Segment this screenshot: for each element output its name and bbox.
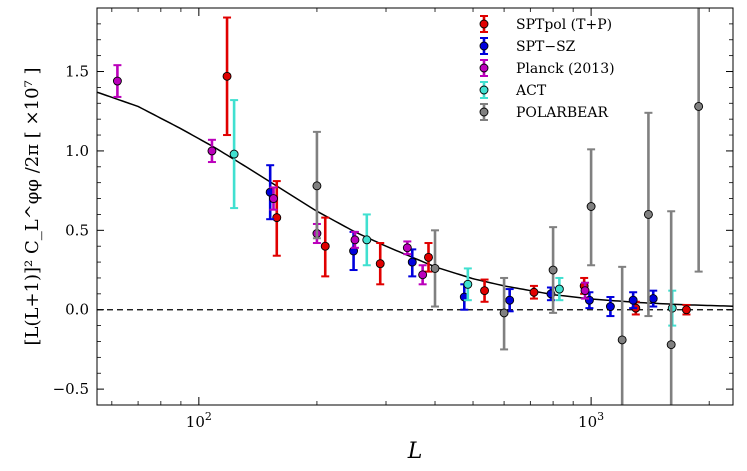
y-tick-label: 0.5 [65, 221, 89, 239]
data-marker [375, 259, 385, 269]
data-marker [617, 335, 627, 345]
data-point-spt-sz-8 [628, 291, 638, 310]
data-marker [681, 305, 691, 315]
data-point-planck-2013-7 [580, 281, 590, 300]
x-tick-label: 103 [578, 410, 604, 431]
data-marker [548, 265, 558, 275]
data-point-planck-2013-2 [269, 186, 278, 211]
data-marker [207, 146, 217, 156]
data-point-sptpol-t-p-1 [272, 180, 282, 257]
legend-label: Planck (2013) [516, 61, 615, 77]
data-point-sptpol-t-p-0 [222, 16, 232, 137]
data-marker [499, 308, 509, 318]
data-marker [229, 149, 239, 159]
legend-label: SPT−SZ [516, 39, 576, 55]
data-point-spt-sz-2 [407, 248, 417, 278]
data-marker [480, 286, 490, 296]
data-marker [320, 241, 330, 251]
data-point-polarbear-4 [586, 148, 596, 267]
legend-label: POLARBEAR [516, 105, 608, 121]
data-point-polarbear-3 [548, 226, 558, 314]
x-axis-label: L [407, 439, 423, 464]
data-point-polarbear-0 [312, 130, 322, 240]
data-point-act-3 [554, 276, 564, 302]
data-marker [424, 252, 433, 262]
data-point-sptpol-t-p-4 [424, 242, 433, 273]
data-marker [580, 286, 590, 296]
data-point-polarbear-6 [643, 111, 653, 318]
data-point-planck-2013-4 [350, 230, 360, 249]
data-marker [222, 71, 232, 81]
data-marker [269, 194, 278, 204]
data-marker [666, 340, 676, 350]
data-point-polarbear-1 [430, 229, 440, 308]
data-marker [648, 294, 658, 304]
data-point-act-1 [362, 213, 372, 267]
data-point-sptpol-t-p-5 [480, 278, 490, 303]
data-marker [418, 270, 428, 280]
data-marker [529, 287, 539, 297]
legend-marker [479, 63, 489, 73]
data-point-polarbear-5 [617, 265, 627, 405]
data-point-polarbear-7 [666, 210, 676, 405]
data-point-planck-2013-6 [418, 264, 428, 286]
data-marker [312, 181, 322, 191]
data-marker [362, 235, 372, 245]
theory-curve [97, 91, 733, 307]
data-marker [112, 76, 122, 86]
legend-marker [479, 19, 489, 29]
legend: SPTpol (T+P) SPT−SZ Planck (2013) ACT POLARB… [479, 15, 615, 121]
legend-label: ACT [515, 83, 547, 99]
data-point-spt-sz-9 [648, 289, 658, 308]
data-point-sptpol-t-p-6 [529, 284, 539, 300]
data-marker [584, 295, 594, 305]
legend-marker [479, 85, 489, 95]
y-tick-label: 1.0 [65, 142, 89, 160]
data-point-planck-2013-0 [112, 64, 122, 98]
data-marker [505, 295, 515, 305]
legend-marker [479, 41, 489, 51]
data-marker [272, 213, 282, 223]
data-marker [554, 284, 564, 294]
y-tick-label: −0.5 [53, 380, 89, 398]
data-marker [694, 102, 704, 111]
data-marker [430, 263, 440, 273]
y-axis-label: [L(L+1)]² C_L^φφ /2π [ ×10⁷ ] [22, 68, 43, 346]
data-point-sptpol-t-p-9 [681, 303, 691, 316]
data-marker [628, 295, 638, 305]
data-point-act-2 [463, 267, 473, 302]
data-marker [586, 202, 596, 211]
plot-frame [96, 7, 734, 406]
y-tick-label: 1.5 [65, 63, 89, 81]
data-point-planck-2013-1 [207, 138, 217, 164]
data-point-act-0 [229, 99, 239, 210]
data-marker [402, 243, 412, 253]
data-point-spt-sz-4 [505, 288, 515, 313]
data-marker [350, 235, 360, 245]
data-layer [97, 8, 733, 405]
legend-marker [479, 107, 489, 117]
data-point-spt-sz-7 [605, 296, 615, 318]
y-tick-label: 0.0 [65, 301, 89, 319]
data-marker [643, 209, 653, 219]
data-point-planck-2013-5 [402, 240, 412, 256]
data-marker [605, 302, 615, 311]
x-tick-label: 102 [186, 410, 212, 431]
data-point-sptpol-t-p-3 [375, 242, 385, 286]
data-point-sptpol-t-p-2 [320, 216, 330, 278]
legend-label: SPTpol (T+P) [516, 17, 612, 33]
data-point-polarbear-2 [499, 276, 509, 351]
data-marker [463, 279, 473, 289]
data-point-polarbear-8 [694, 8, 704, 273]
data-marker [407, 257, 417, 267]
